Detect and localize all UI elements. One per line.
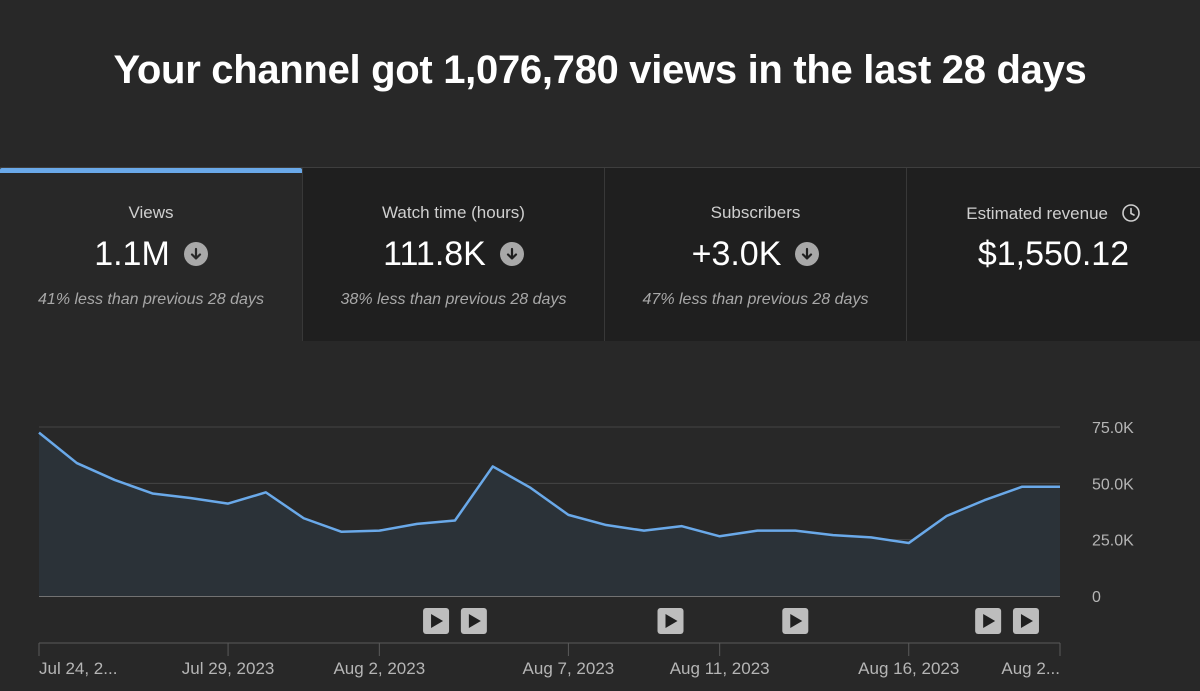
views-chart: 0 25.0K 50.0K 75.0K Jul 24, 2... Jul 29, 2023… <box>38 420 1134 678</box>
clock-icon[interactable] <box>1121 203 1141 228</box>
play-icon <box>1020 614 1033 628</box>
metric-card-views[interactable]: Views 1.1M 41% less than previous 28 day… <box>0 168 302 341</box>
x-tick-label: Aug 2, 2023 <box>333 659 425 678</box>
y-tick-label: 25.0K <box>1092 533 1134 550</box>
page-headline: Your channel got 1,076,780 views in the … <box>113 48 1087 92</box>
metric-title: Subscribers <box>710 203 801 222</box>
metric-comparison: 47% less than previous 28 days <box>642 291 869 308</box>
metric-title: Views <box>128 203 174 222</box>
metric-card-subscribers[interactable]: Subscribers +3.0K 47% less than previous… <box>604 168 906 341</box>
play-icon <box>431 614 444 628</box>
x-tick-label: Aug 7, 2023 <box>523 659 615 678</box>
play-icon <box>468 614 481 628</box>
video-marker-button[interactable] <box>657 608 684 634</box>
play-icon <box>790 614 803 628</box>
metric-cards: Views 1.1M 41% less than previous 28 day… <box>0 167 1200 341</box>
video-marker-button[interactable] <box>460 608 487 634</box>
views-area <box>39 432 1060 596</box>
x-tick-label: Jul 24, 2... <box>39 659 117 678</box>
x-tick-label: Jul 29, 2023 <box>182 659 275 678</box>
metric-title: Estimated revenue <box>907 203 1200 228</box>
x-tick-label: Aug 11, 2023 <box>670 659 770 678</box>
views-line <box>38 431 1060 545</box>
video-marker-button[interactable] <box>1012 608 1039 634</box>
arrow-down-circle-icon <box>795 242 820 266</box>
arrow-down-circle-icon <box>183 242 208 266</box>
metric-comparison: 41% less than previous 28 days <box>38 291 264 308</box>
metric-title-label: Estimated revenue <box>966 204 1108 223</box>
metric-comparison: 38% less than previous 28 days <box>340 291 567 308</box>
y-tick-label: 75.0K <box>1092 420 1134 437</box>
video-marker-button[interactable] <box>782 608 809 634</box>
y-tick-label: 50.0K <box>1092 476 1134 493</box>
y-tick-label: 0 <box>1092 589 1101 606</box>
video-marker-button[interactable] <box>975 608 1002 634</box>
metric-card-watch-time[interactable]: Watch time (hours) 111.8K 38% less than … <box>302 168 604 341</box>
metric-card-revenue[interactable]: Estimated revenue $1,550.12 <box>906 168 1200 341</box>
metric-value: 1.1M <box>94 234 170 273</box>
metric-title: Watch time (hours) <box>382 203 525 222</box>
metric-value: 111.8K <box>383 234 486 273</box>
arrow-down-circle-icon <box>499 242 524 266</box>
play-icon <box>983 614 996 628</box>
metric-value: $1,550.12 <box>977 234 1130 273</box>
video-marker-button[interactable] <box>423 608 450 634</box>
x-tick-label: Aug 2... <box>1001 659 1060 678</box>
x-tick-label: Aug 16, 2023 <box>858 659 959 678</box>
selected-tab-indicator <box>0 168 302 173</box>
play-icon <box>665 614 678 628</box>
metric-value: +3.0K <box>691 234 782 273</box>
